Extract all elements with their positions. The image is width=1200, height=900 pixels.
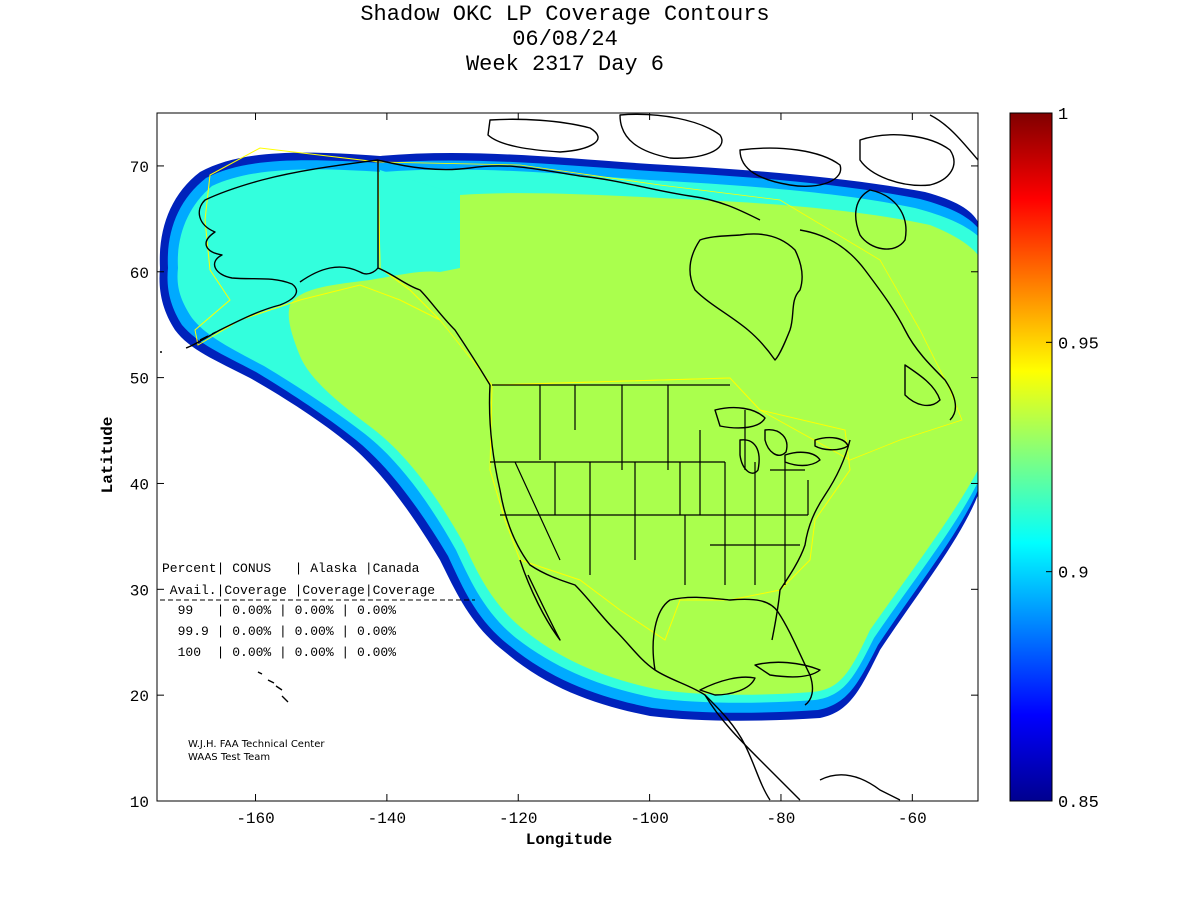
plot-frame [156,112,979,802]
colorbar-ticks: 1 0.95 0.9 0.85 [1046,106,1099,813]
colorbar-tick-label: 1 [1058,106,1068,125]
y-tick-label: 60 [130,265,149,283]
y-tick-label: 70 [130,159,149,177]
y-tick-label: 50 [130,371,149,389]
y-axis-ticks: 10 20 30 40 50 60 70 [130,159,978,812]
x-tick-label: -80 [767,810,796,828]
colorbar [1009,112,1053,802]
x-tick-label: -120 [499,810,537,828]
alaska-coverage [380,170,460,268]
x-axis-label: Longitude [526,831,612,849]
x-tick-label: -60 [898,810,927,828]
table-row-100: 100 | 0.00% | 0.00% | 0.00% [162,645,396,660]
credit-line-2: WAAS Test Team [188,752,270,763]
map-area [159,113,978,801]
table-header-1: Percent| CONUS | Alaska |Canada [162,561,420,576]
plot-title-line-1: Shadow OKC LP Coverage Contours [360,2,770,27]
canada-boundary [377,161,963,461]
coverage-table: Percent| CONUS | Alaska |Canada Avail.|C… [160,561,475,660]
coverage-band-main [288,193,978,695]
y-tick-label: 40 [130,476,149,494]
coastlines [160,113,978,801]
colorbar-tick-label: 0.9 [1058,565,1089,584]
colorbar-tick-label: 0.85 [1058,794,1099,813]
x-tick-label: -140 [368,810,406,828]
table-row-99: 99 | 0.00% | 0.00% | 0.00% [162,603,396,618]
x-tick-label: -160 [236,810,274,828]
y-tick-label: 30 [130,582,149,600]
x-tick-label: -100 [630,810,668,828]
plot-title-date: 06/08/24 [512,27,618,52]
x-axis-ticks: -160 -140 -120 -100 -80 -60 [236,113,927,828]
y-tick-label: 10 [130,794,149,812]
credit-line-1: W.J.H. FAA Technical Center [188,739,325,750]
y-axis-label: Latitude [99,417,117,494]
colorbar-tick-label: 0.95 [1058,335,1099,354]
table-header-2: Avail.|Coverage |Coverage|Coverage [162,583,435,598]
table-row-99-9: 99.9 | 0.00% | 0.00% | 0.00% [162,624,396,639]
y-tick-label: 20 [130,688,149,706]
coverage-contours [159,147,978,721]
state-boundaries [490,384,809,585]
plot-title-week-day: Week 2317 Day 6 [465,52,665,77]
